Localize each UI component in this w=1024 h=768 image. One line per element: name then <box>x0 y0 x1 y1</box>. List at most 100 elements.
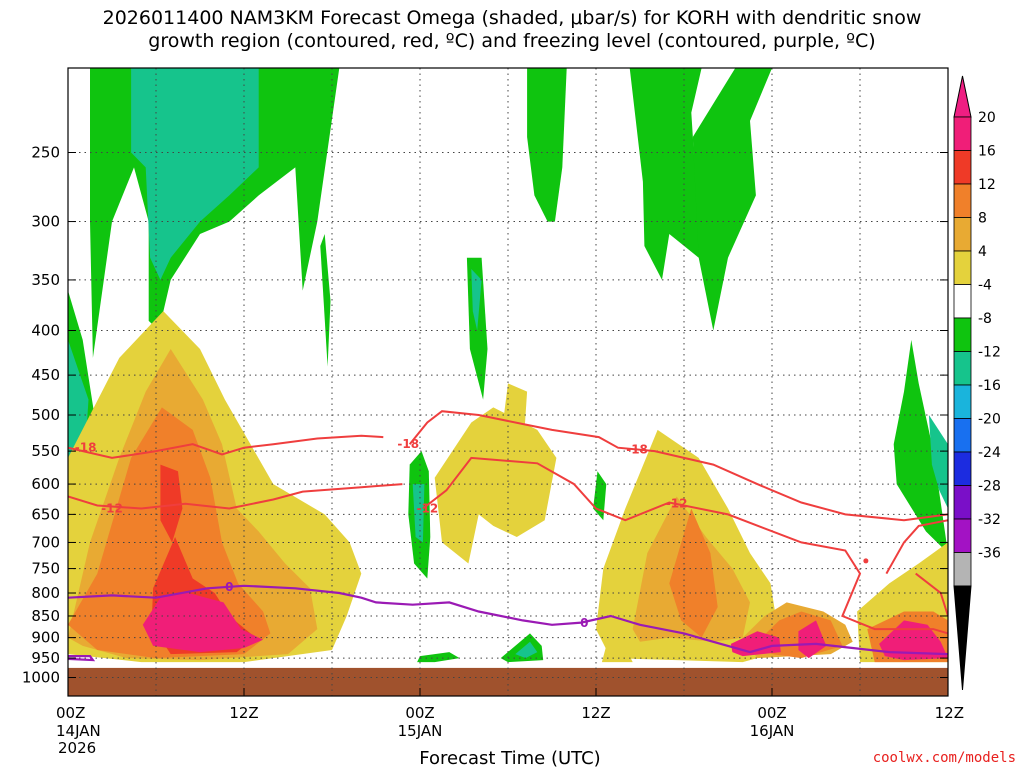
x-tick-label: 12Z <box>935 704 964 722</box>
contour-labels: -18 -12 -18 -12 -18 -12 0 0 <box>75 437 869 630</box>
y-tick-label-600: 600 <box>31 475 60 493</box>
colorbar-label: -24 <box>978 445 1001 461</box>
dgz-contour-m12-right <box>422 456 948 635</box>
freezing-contour-zero-left-loop <box>68 655 96 662</box>
omega-region-dgz-3 <box>160 464 183 543</box>
y-tick-label-800: 800 <box>31 584 60 602</box>
y-tick-label-650: 650 <box>31 505 60 523</box>
x-tick-date: 15JAN <box>398 722 443 740</box>
colorbar-label: 8 <box>978 211 987 227</box>
x-tick-date: 16JAN <box>750 722 795 740</box>
colorbar-label: -32 <box>978 512 1001 528</box>
y-tick-label-700: 700 <box>31 533 60 551</box>
y-tick-label-450: 450 <box>31 366 60 384</box>
dgz-contour-label: -18 <box>397 437 419 451</box>
colorbar-label: -12 <box>978 345 1001 361</box>
contour-lines <box>68 410 948 662</box>
colorbar-bin <box>953 150 972 185</box>
ground-surface <box>68 667 948 696</box>
x-tick-label: 12Z <box>229 704 258 722</box>
colorbar-bin <box>953 418 972 453</box>
dgz-contour-m12-left <box>68 483 403 510</box>
freezing-contour-label: 0 <box>225 580 233 594</box>
colorbar-bin <box>953 451 972 486</box>
dgz-contour-m18-right <box>408 410 948 522</box>
dgz-contour-label: -12 <box>101 502 123 516</box>
colorbar-label: 12 <box>978 177 996 193</box>
colorbar-top-triangle <box>953 75 972 118</box>
y-tick-label-750: 750 <box>31 560 60 578</box>
omega-region-mid-7 <box>669 508 718 638</box>
colorbar-label: -20 <box>978 412 1001 428</box>
chart-title-line-1: 2026011400 NAM3KM Forecast Omega (shaded… <box>103 7 922 29</box>
x-tick-year: 2026 <box>58 739 96 757</box>
colorbar-label: 20 <box>978 110 996 126</box>
omega-region-misc-2 <box>515 641 538 659</box>
freezing-contour-label: 0 <box>580 616 588 630</box>
colorbar-bin <box>953 552 972 587</box>
colorbar: 20 16 12 8 4 -4 -8 -12 -16 -20 -24 -28 -32 -36 <box>953 75 1001 691</box>
x-tick-label: 00Z <box>405 704 434 722</box>
dgz-contour-label: -12 <box>666 497 688 511</box>
dgz-contour-label: -18 <box>75 441 97 455</box>
colorbar-label: 4 <box>978 244 987 260</box>
colorbar-label: -16 <box>978 378 1001 394</box>
y-tick-label-400: 400 <box>31 322 60 340</box>
grid-lines <box>68 68 948 696</box>
plot-frame <box>67 67 949 697</box>
omega-region-mid-1 <box>412 484 425 543</box>
y-tick-label-350: 350 <box>31 271 60 289</box>
omega-region-up-6 <box>629 68 706 280</box>
y-tick-label-850: 850 <box>31 607 60 625</box>
colorbar-label: -8 <box>978 311 992 327</box>
y-tick-label-1000: 1000 <box>22 669 60 687</box>
omega-region-up-5 <box>527 68 567 222</box>
dgz-contour-label: -12 <box>416 502 438 516</box>
x-tick-label: 00Z <box>757 704 786 722</box>
chart-title-line-2: growth region (contoured, red, ºC) and f… <box>148 30 875 52</box>
omega-region-mid-4 <box>502 383 528 472</box>
colorbar-bin <box>953 250 972 285</box>
omega-region-up-1 <box>131 68 259 280</box>
colorbar-label: -36 <box>978 546 1001 562</box>
colorbar-bin <box>953 518 972 553</box>
y-tick-label-300: 300 <box>31 213 60 231</box>
omega-region-mid-12 <box>798 620 827 659</box>
omega-region-misc-0 <box>417 652 460 663</box>
y-tick-label-250: 250 <box>31 144 60 162</box>
omega-region-up-10 <box>893 339 948 554</box>
dgz-contour-m18-left <box>68 434 384 459</box>
x-tick-date: 14JAN <box>56 722 101 740</box>
colorbar-label: -4 <box>978 278 992 294</box>
omega-region-up-4 <box>320 234 331 367</box>
credit-text: coolwx.com/models <box>873 750 1016 766</box>
dgz-contour-label: -18 <box>626 443 648 457</box>
y-tick-label-900: 900 <box>31 629 60 647</box>
omega-region-mid-8 <box>601 624 633 663</box>
colorbar-bin <box>953 351 972 386</box>
omega-region-right-2 <box>879 620 948 661</box>
y-axis-ticks: 250 300 350 400 450 500 550 600 650 700 750 800 850 9… <box>22 144 948 687</box>
omega-region-misc-1 <box>500 633 544 663</box>
colorbar-bin <box>953 217 972 252</box>
x-tick-label: 12Z <box>581 704 610 722</box>
y-tick-label-500: 500 <box>31 406 60 424</box>
dgz-contour-m12-low <box>885 519 948 575</box>
colorbar-label: 16 <box>978 144 996 160</box>
colorbar-label: -28 <box>978 479 1001 495</box>
y-tick-label-950: 950 <box>31 649 60 667</box>
omega-region-up-11 <box>928 415 948 509</box>
y-tick-label-550: 550 <box>31 442 60 460</box>
colorbar-bin <box>953 284 972 319</box>
x-tick-label: 00Z <box>56 704 85 722</box>
x-axis-label: Forecast Time (UTC) <box>419 748 600 768</box>
omega-region-up-9 <box>471 269 482 331</box>
omega-region-mid-3 <box>434 407 557 564</box>
omega-shading <box>68 68 948 663</box>
colorbar-bin <box>953 183 972 218</box>
colorbar-bin <box>953 116 972 151</box>
colorbar-bin <box>953 317 972 352</box>
colorbar-bottom-triangle <box>953 585 972 691</box>
